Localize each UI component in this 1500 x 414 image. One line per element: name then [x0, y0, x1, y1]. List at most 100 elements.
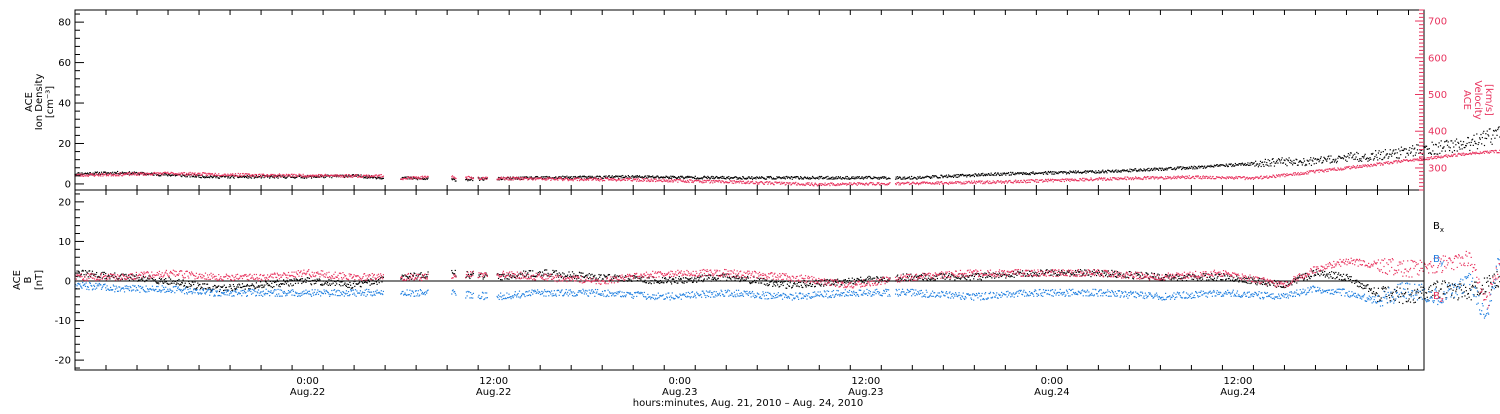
data-point-velocity	[781, 182, 782, 183]
data-point-density	[1277, 162, 1278, 163]
data-point-density	[1351, 152, 1352, 153]
data-point-velocity	[312, 174, 313, 175]
data-point-density	[1277, 160, 1278, 161]
data-point-density	[866, 176, 867, 177]
data-point-density	[1184, 167, 1185, 168]
data-point-density	[611, 177, 612, 178]
data-point-density	[998, 174, 999, 175]
data-point-velocity	[1354, 166, 1355, 167]
data-point-velocity	[272, 174, 273, 175]
data-point-density	[1436, 144, 1437, 145]
data-point-density	[1102, 170, 1103, 171]
data-point-density	[1387, 153, 1388, 154]
data-point-density	[1466, 143, 1467, 144]
data-point-velocity	[522, 177, 523, 178]
data-point-velocity	[1078, 180, 1079, 181]
data-point-density	[1357, 159, 1358, 160]
data-point-density	[1344, 156, 1345, 157]
data-point-velocity	[876, 184, 877, 185]
data-point-velocity	[1235, 178, 1236, 179]
data-point-density	[807, 177, 808, 178]
data-point-density	[1320, 158, 1321, 159]
data-point-density	[1249, 163, 1250, 164]
data-point-velocity	[230, 173, 231, 174]
data-point-density	[931, 177, 932, 178]
data-point-density	[940, 177, 941, 178]
data-point-density	[1293, 160, 1294, 161]
data-point-density	[783, 178, 784, 179]
data-point-density	[1343, 158, 1344, 159]
data-point-density	[809, 177, 810, 178]
data-point-velocity	[1237, 178, 1238, 179]
data-point-density	[896, 178, 897, 179]
data-point-velocity	[366, 174, 367, 175]
data-point-density	[857, 176, 858, 177]
data-point-velocity	[199, 173, 200, 174]
data-point-density	[1268, 159, 1269, 160]
data-point-velocity	[509, 179, 510, 180]
data-point-velocity	[86, 175, 87, 176]
data-point-density	[838, 176, 839, 177]
data-point-density	[1473, 135, 1474, 136]
data-point-velocity	[167, 172, 168, 173]
data-point-velocity	[510, 177, 511, 178]
data-point-velocity	[1434, 157, 1435, 158]
data-point-density	[1021, 173, 1022, 174]
data-point-velocity	[1427, 159, 1428, 160]
data-point-velocity	[868, 184, 869, 185]
data-point-density	[1448, 146, 1449, 147]
data-point-velocity	[215, 173, 216, 174]
data-point-velocity	[1452, 155, 1453, 156]
data-point-density	[1233, 164, 1234, 165]
data-point-velocity	[1476, 152, 1477, 153]
data-point-density	[903, 178, 904, 179]
data-point-velocity	[1198, 175, 1199, 176]
data-point-density	[803, 178, 804, 179]
data-point-velocity	[423, 177, 424, 178]
data-point-velocity	[836, 185, 837, 186]
data-point-velocity	[1308, 172, 1309, 173]
data-point-density	[1065, 171, 1066, 172]
data-point-velocity	[531, 178, 532, 179]
data-point-density	[1160, 168, 1161, 169]
data-point-density	[933, 176, 934, 177]
data-point-velocity	[1306, 173, 1307, 174]
data-point-density	[269, 178, 270, 179]
data-point-velocity	[1392, 162, 1393, 163]
data-point-density	[755, 178, 756, 179]
data-point-density	[1213, 166, 1214, 167]
data-point-velocity	[1436, 158, 1437, 159]
data-point-velocity	[225, 174, 226, 175]
data-point-velocity	[682, 181, 683, 182]
data-point-density	[1443, 147, 1444, 148]
data-point-velocity	[642, 181, 643, 182]
data-point-density	[467, 180, 468, 181]
data-point-velocity	[129, 175, 130, 176]
data-point-velocity	[917, 183, 918, 184]
data-point-velocity	[452, 175, 453, 176]
data-point-density	[1042, 172, 1043, 173]
data-point-velocity	[83, 176, 84, 177]
data-point-velocity	[318, 174, 319, 175]
data-point-density	[1353, 155, 1354, 156]
data-point-density	[1378, 152, 1379, 153]
data-point-density	[632, 175, 633, 176]
data-point-density	[1182, 168, 1183, 169]
data-point-velocity	[691, 182, 692, 183]
data-point-density	[1311, 165, 1312, 166]
data-point-density	[1279, 160, 1280, 161]
data-point-velocity	[162, 173, 163, 174]
data-point-density	[1390, 154, 1391, 155]
data-point-velocity	[723, 181, 724, 182]
data-point-density	[1151, 168, 1152, 169]
data-point-density	[981, 174, 982, 175]
data-point-density	[1369, 160, 1370, 161]
data-point-velocity	[420, 176, 421, 177]
data-point-velocity	[824, 185, 825, 186]
data-point-density	[1194, 168, 1195, 169]
data-point-density	[1480, 139, 1481, 140]
data-point-density	[970, 176, 971, 177]
data-point-density	[1397, 157, 1398, 158]
data-point-density	[1046, 172, 1047, 173]
data-point-velocity	[637, 179, 638, 180]
